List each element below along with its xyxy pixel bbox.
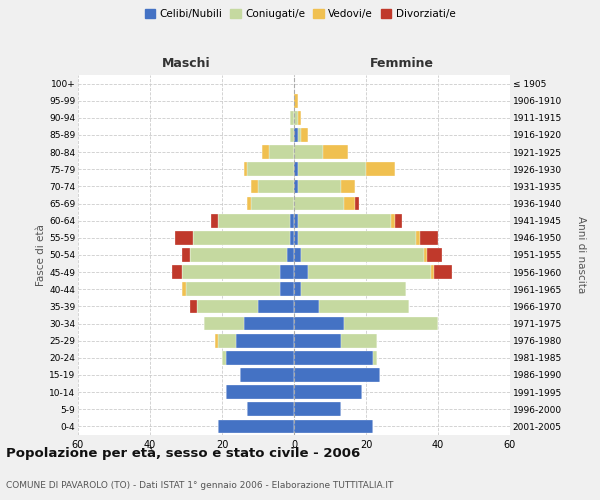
Bar xyxy=(280,282,294,296)
Bar xyxy=(294,146,323,159)
Bar xyxy=(193,231,290,244)
Bar xyxy=(240,368,294,382)
Bar xyxy=(366,162,395,176)
Bar xyxy=(244,316,294,330)
Y-axis label: Fasce di età: Fasce di età xyxy=(36,224,46,286)
Bar xyxy=(301,128,308,142)
Bar xyxy=(341,334,377,347)
Bar xyxy=(290,128,294,142)
Bar xyxy=(344,196,355,210)
Bar xyxy=(427,248,442,262)
Bar xyxy=(204,316,244,330)
Bar xyxy=(197,300,258,314)
Bar xyxy=(290,111,294,124)
Legend: Celibi/Nubili, Coniugati/e, Vedovi/e, Divorziati/e: Celibi/Nubili, Coniugati/e, Vedovi/e, Di… xyxy=(140,5,460,24)
Bar xyxy=(294,94,298,108)
Bar xyxy=(391,214,395,228)
Bar xyxy=(294,316,344,330)
Bar xyxy=(431,266,434,279)
Bar xyxy=(218,334,236,347)
Bar xyxy=(294,402,341,416)
Bar xyxy=(298,231,416,244)
Bar xyxy=(182,248,190,262)
Bar xyxy=(258,300,294,314)
Bar xyxy=(319,300,409,314)
Bar xyxy=(294,214,298,228)
Bar xyxy=(294,368,380,382)
Bar xyxy=(190,300,197,314)
Bar xyxy=(294,162,298,176)
Text: Popolazione per età, sesso e stato civile - 2006: Popolazione per età, sesso e stato civil… xyxy=(6,448,360,460)
Bar xyxy=(244,162,247,176)
Bar xyxy=(395,214,402,228)
Bar xyxy=(294,334,341,347)
Bar xyxy=(190,248,287,262)
Bar xyxy=(301,282,406,296)
Bar xyxy=(294,128,298,142)
Bar xyxy=(294,351,373,364)
Bar xyxy=(251,196,294,210)
Bar xyxy=(373,351,377,364)
Bar xyxy=(341,180,355,194)
Bar xyxy=(308,266,431,279)
Bar xyxy=(298,214,391,228)
Bar xyxy=(226,351,294,364)
Bar xyxy=(294,266,308,279)
Bar xyxy=(294,180,298,194)
Bar xyxy=(294,196,344,210)
Bar xyxy=(222,351,226,364)
Bar xyxy=(323,146,348,159)
Text: Femmine: Femmine xyxy=(370,57,434,70)
Bar xyxy=(416,231,420,244)
Bar xyxy=(247,196,251,210)
Y-axis label: Anni di nascita: Anni di nascita xyxy=(576,216,586,294)
Text: COMUNE DI PAVAROLO (TO) - Dati ISTAT 1° gennaio 2006 - Elaborazione TUTTITALIA.I: COMUNE DI PAVAROLO (TO) - Dati ISTAT 1° … xyxy=(6,480,394,490)
Bar xyxy=(258,180,294,194)
Bar xyxy=(290,214,294,228)
Bar xyxy=(226,386,294,399)
Bar xyxy=(262,146,269,159)
Bar xyxy=(298,162,366,176)
Bar xyxy=(355,196,359,210)
Bar xyxy=(247,402,294,416)
Bar xyxy=(298,111,301,124)
Bar xyxy=(172,266,182,279)
Bar xyxy=(290,231,294,244)
Bar xyxy=(182,266,280,279)
Bar xyxy=(211,214,218,228)
Bar xyxy=(420,231,438,244)
Bar xyxy=(218,214,290,228)
Bar xyxy=(280,266,294,279)
Bar xyxy=(294,111,298,124)
Bar xyxy=(298,128,301,142)
Bar xyxy=(215,334,218,347)
Bar xyxy=(294,282,301,296)
Bar xyxy=(251,180,258,194)
Bar xyxy=(434,266,452,279)
Bar xyxy=(287,248,294,262)
Bar xyxy=(294,300,319,314)
Bar xyxy=(301,248,424,262)
Bar xyxy=(247,162,294,176)
Bar xyxy=(269,146,294,159)
Bar xyxy=(298,180,341,194)
Bar xyxy=(236,334,294,347)
Bar xyxy=(424,248,427,262)
Bar xyxy=(182,282,186,296)
Bar xyxy=(175,231,193,244)
Bar xyxy=(294,231,298,244)
Bar xyxy=(294,248,301,262)
Bar xyxy=(218,420,294,434)
Bar xyxy=(186,282,280,296)
Bar xyxy=(294,386,362,399)
Bar xyxy=(344,316,438,330)
Text: Maschi: Maschi xyxy=(161,57,211,70)
Bar xyxy=(294,420,373,434)
